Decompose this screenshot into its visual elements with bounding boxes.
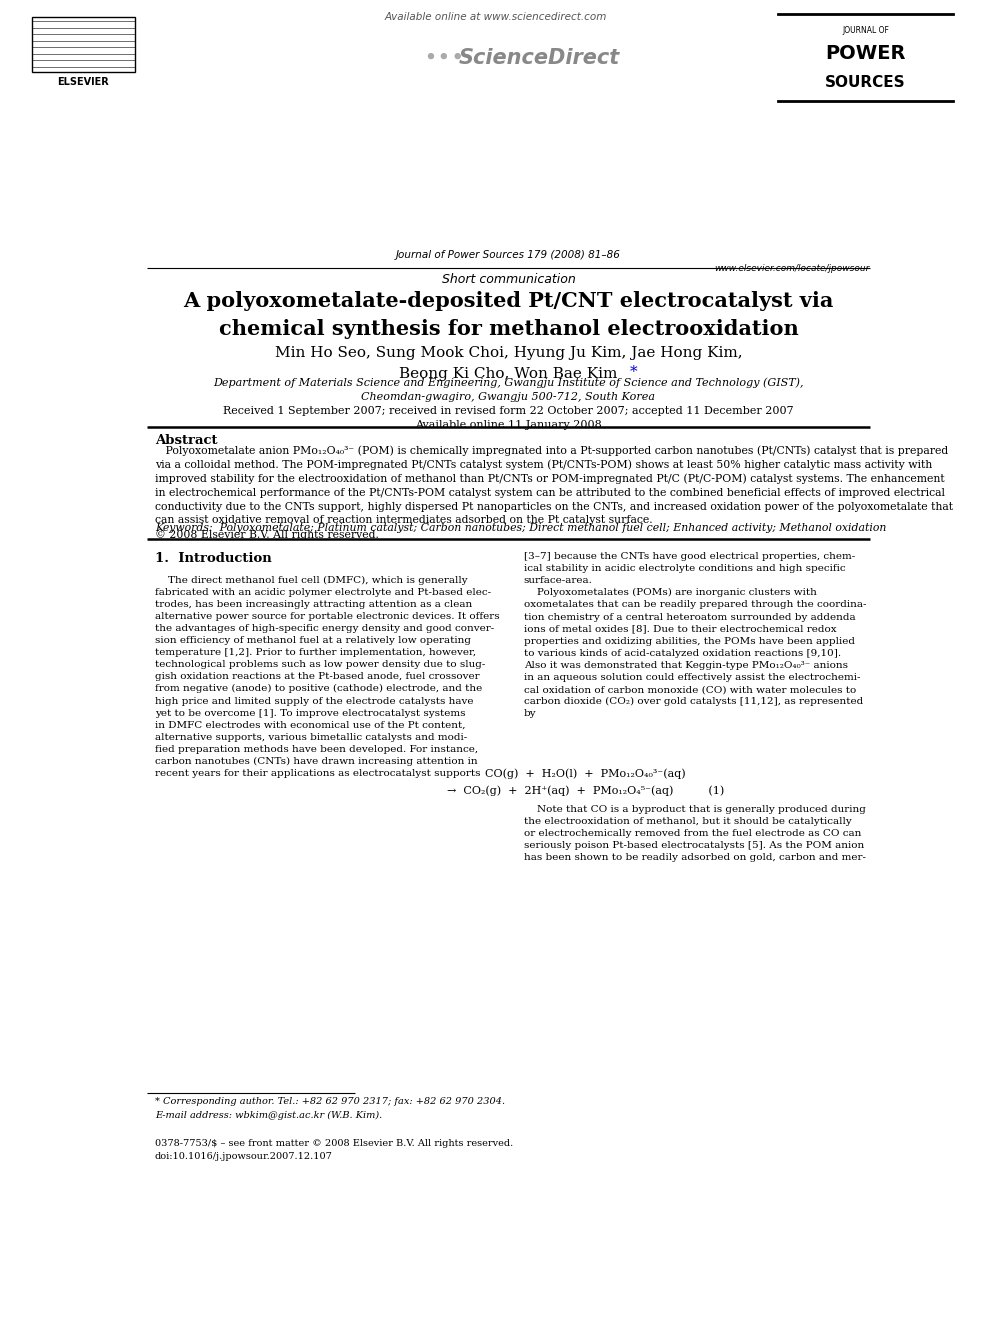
Text: ∙∙∙: ∙∙∙ [423,46,464,66]
Text: E-mail address: wbkim@gist.ac.kr (W.B. Kim).: E-mail address: wbkim@gist.ac.kr (W.B. K… [155,1111,382,1121]
Bar [32,16,135,73]
Text: Min Ho Seo, Sung Mook Choi, Hyung Ju Kim, Jae Hong Kim,
Beong Ki Cho, Won Bae Ki: Min Ho Seo, Sung Mook Choi, Hyung Ju Kim… [275,347,742,381]
Text: →  CO₂(g)  +  2H⁺(aq)  +  PMo₁₂O₄⁵⁻(aq)          (1): → CO₂(g) + 2H⁺(aq) + PMo₁₂O₄⁵⁻(aq) (1) [446,786,724,796]
Text: SOURCES: SOURCES [825,75,906,90]
Text: 0378-7753/$ – see front matter © 2008 Elsevier B.V. All rights reserved.: 0378-7753/$ – see front matter © 2008 El… [155,1139,513,1148]
Text: CO(g)  +  H₂O(l)  +  PMo₁₂O₄₀³⁻(aq): CO(g) + H₂O(l) + PMo₁₂O₄₀³⁻(aq) [485,767,685,778]
Text: Journal of Power Sources 179 (2008) 81–86: Journal of Power Sources 179 (2008) 81–8… [396,250,621,261]
Text: Available online at www.sciencedirect.com: Available online at www.sciencedirect.co… [385,12,607,22]
Text: ScienceDirect: ScienceDirect [459,48,620,69]
Text: Note that CO is a byproduct that is generally produced during
the electrooxidati: Note that CO is a byproduct that is gene… [524,804,866,863]
Text: A polyoxometalate-deposited Pt/CNT electrocatalyst via
chemical synthesis for me: A polyoxometalate-deposited Pt/CNT elect… [184,291,833,339]
Text: Department of Materials Science and Engineering, Gwangju Institute of Science an: Department of Materials Science and Engi… [213,378,804,402]
Text: www.elsevier.com/locate/jpowsour: www.elsevier.com/locate/jpowsour [714,263,870,273]
Text: Received 1 September 2007; received in revised form 22 October 2007; accepted 11: Received 1 September 2007; received in r… [223,406,794,430]
Text: doi:10.1016/j.jpowsour.2007.12.107: doi:10.1016/j.jpowsour.2007.12.107 [155,1152,332,1162]
Text: 1.  Introduction: 1. Introduction [155,552,272,565]
Text: Abstract: Abstract [155,434,217,447]
Text: JOURNAL OF: JOURNAL OF [842,26,889,34]
Text: POWER: POWER [825,45,906,64]
Text: * Corresponding author. Tel.: +82 62 970 2317; fax: +82 62 970 2304.: * Corresponding author. Tel.: +82 62 970… [155,1097,505,1106]
Text: Polyoxometalate anion PMo₁₂O₄₀³⁻ (POM) is chemically impregnated into a Pt-suppo: Polyoxometalate anion PMo₁₂O₄₀³⁻ (POM) i… [155,445,952,540]
Text: ELSEVIER: ELSEVIER [58,77,109,87]
Text: The direct methanol fuel cell (DMFC), which is generally
fabricated with an acid: The direct methanol fuel cell (DMFC), wh… [155,576,499,778]
Text: [3–7] because the CNTs have good electrical properties, chem-
ical stability in : [3–7] because the CNTs have good electri… [524,552,866,718]
Text: Short communication: Short communication [441,273,575,286]
Text: *: * [630,365,638,378]
Text: Keywords:  Polyoxometalate; Platinum catalyst; Carbon nanotubes; Direct methanol: Keywords: Polyoxometalate; Platinum cata… [155,524,886,533]
